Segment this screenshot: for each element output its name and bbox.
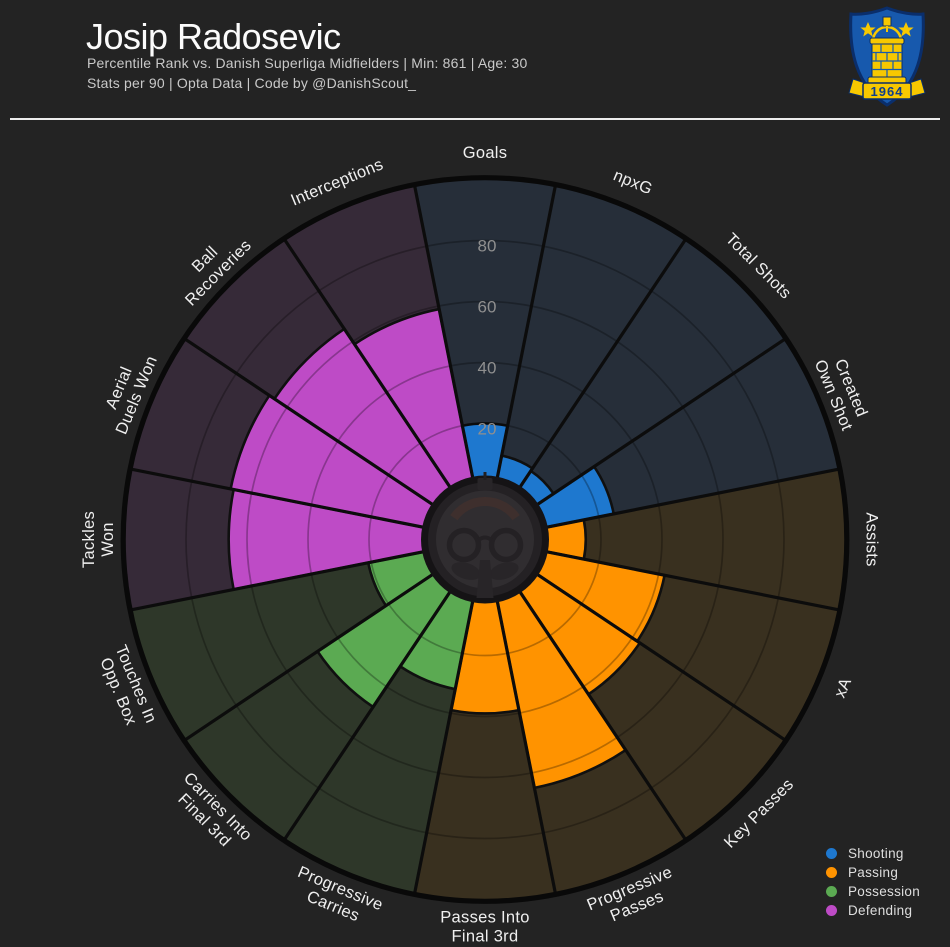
sector-bg-goals xyxy=(414,179,556,490)
subtitle-line-1: Percentile Rank vs. Danish Superliga Mid… xyxy=(87,55,528,71)
ring-20 xyxy=(368,422,602,657)
category-label-npxg: npxG xyxy=(611,166,655,198)
legend-label-defending: Defending xyxy=(848,902,913,918)
legend-label-passing: Passing xyxy=(848,864,899,880)
sector-bg-assists xyxy=(535,469,845,610)
slice-boundary xyxy=(524,336,788,514)
ribbon-band xyxy=(862,82,912,100)
club-crest-logo: 1964 xyxy=(848,6,926,107)
subtitle-line-2: Stats per 90 | Opta Data | Code by @Dani… xyxy=(87,75,417,91)
slice-boundary xyxy=(412,587,478,896)
sector-bg-passes-into-final-3rd xyxy=(414,589,556,900)
legend-label-possession: Possession xyxy=(848,883,921,899)
crest-star-left xyxy=(860,22,876,37)
sector-bg-total-shots xyxy=(513,240,785,512)
legend: Shooting Passing Possession Defending xyxy=(826,845,921,918)
tick-label-20: 20 xyxy=(478,420,497,439)
category-label-tackles-won: TacklesWon xyxy=(80,511,117,568)
sector-bg-touches-in-opp-box xyxy=(131,549,443,740)
slice-boundary xyxy=(412,183,478,492)
category-label-passes-into-final-3rd: Passes Into Final 3rd xyxy=(440,909,530,946)
slice-boundary xyxy=(182,336,446,514)
slice-boundary xyxy=(129,547,438,612)
slice-boundary xyxy=(532,547,841,612)
watermark-well-arc xyxy=(450,497,520,521)
outer-circle xyxy=(120,175,850,904)
slice-boundary xyxy=(524,565,788,743)
legend-swatch-possession xyxy=(826,885,837,897)
tick-label-60: 60 xyxy=(478,298,497,317)
legend-item-defending: Defending xyxy=(826,902,920,918)
slice-boundary xyxy=(182,565,446,743)
well-bricks xyxy=(872,44,902,78)
ring-40 xyxy=(307,361,663,718)
slice-boundary xyxy=(532,467,841,532)
slice-boundary xyxy=(510,579,688,842)
category-label-xa: xA xyxy=(831,675,855,700)
watermark-ring-right xyxy=(488,527,524,563)
slice-boundary xyxy=(492,183,558,492)
watermark-wing-right xyxy=(489,562,519,580)
slice-boundary xyxy=(282,237,460,500)
header-divider xyxy=(10,118,940,120)
legend-label-shooting: Shooting xyxy=(848,845,904,861)
ring-80 xyxy=(185,239,785,840)
ring-60 xyxy=(246,300,724,779)
category-label-assists: Assists xyxy=(863,512,881,566)
slice-boundary xyxy=(282,579,460,842)
legend-item-possession: Possession xyxy=(826,883,921,899)
slice-boundary xyxy=(510,237,688,500)
sector-bg-npxg xyxy=(494,186,686,498)
watermark-wing-left xyxy=(451,562,481,580)
watermark-tie xyxy=(476,560,494,598)
watermark-ring-left xyxy=(446,527,482,563)
watermark-bucket xyxy=(477,478,493,490)
legend-item-shooting: Shooting xyxy=(826,845,920,861)
tick-label-80: 80 xyxy=(478,237,497,256)
tick-label-40: 40 xyxy=(478,359,497,378)
category-label-goals: Goals xyxy=(463,144,508,162)
legend-swatch-passing xyxy=(826,866,837,878)
legend-swatch-shooting xyxy=(826,847,837,859)
sector-bg-created-own-shot xyxy=(527,339,839,530)
legend-item-passing: Passing xyxy=(826,864,920,880)
crest-year: 1964 xyxy=(871,84,904,99)
slice-boundary xyxy=(492,587,558,896)
crest-star-right xyxy=(898,22,914,37)
slice-boundary xyxy=(129,467,438,532)
watermark-bridge xyxy=(477,535,493,542)
page-title: Josip Radosevic xyxy=(86,16,341,57)
legend-swatch-defending xyxy=(826,904,837,916)
